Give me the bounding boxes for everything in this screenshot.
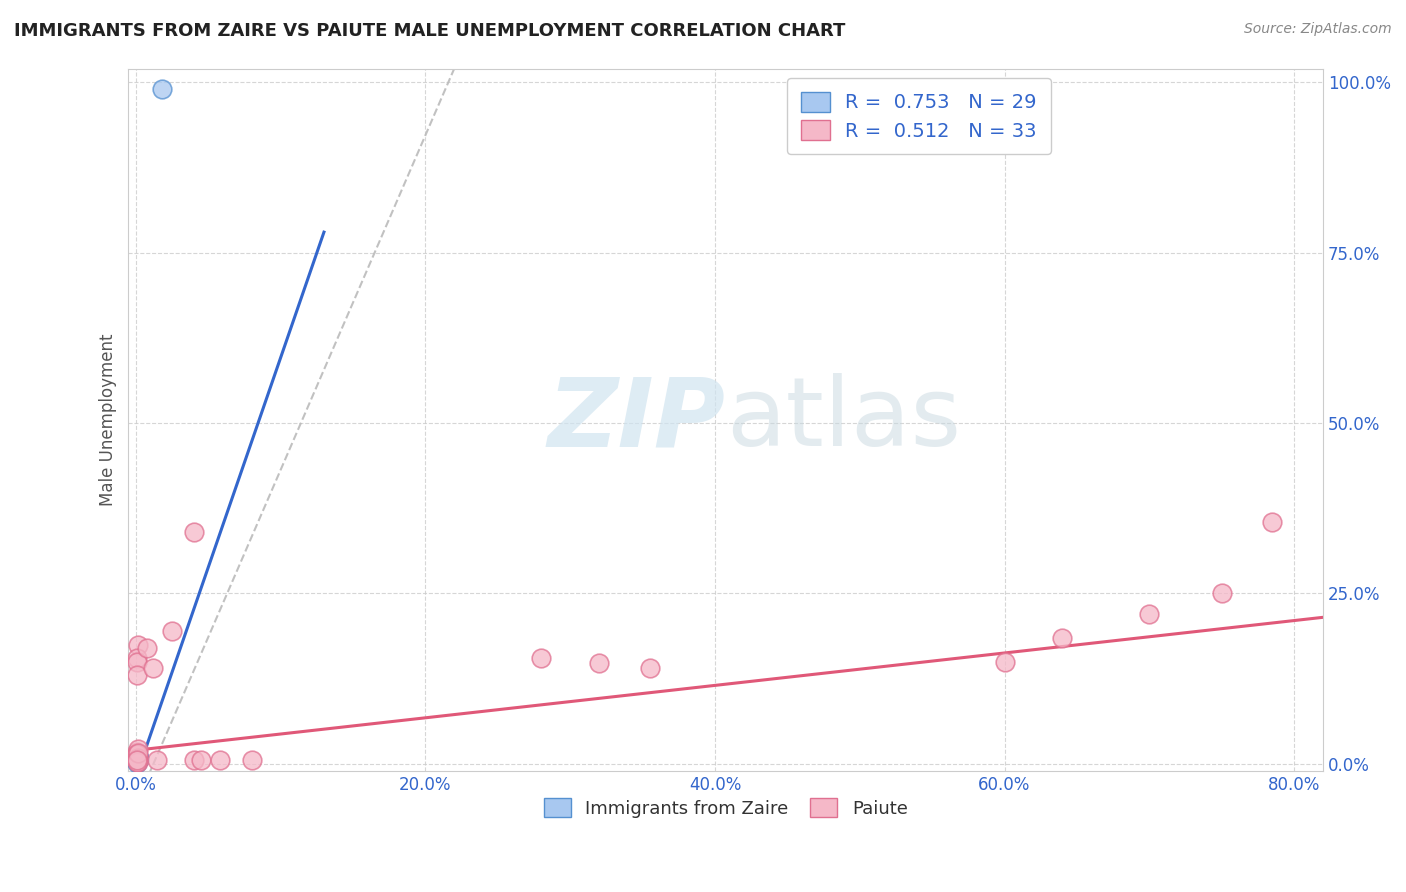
Point xyxy=(125,751,148,765)
Point xyxy=(127,754,149,768)
Point xyxy=(125,755,148,769)
Point xyxy=(127,748,149,763)
Y-axis label: Male Unemployment: Male Unemployment xyxy=(100,334,117,506)
Point xyxy=(127,746,149,760)
Point xyxy=(128,752,150,766)
Point xyxy=(530,651,553,665)
Point xyxy=(127,752,149,766)
Point xyxy=(183,525,205,540)
Point xyxy=(125,753,148,767)
Point xyxy=(127,754,149,768)
Point xyxy=(127,753,149,767)
Text: ZIP: ZIP xyxy=(548,373,725,467)
Text: Source: ZipAtlas.com: Source: ZipAtlas.com xyxy=(1244,22,1392,37)
Point xyxy=(142,661,165,675)
Point xyxy=(127,751,149,765)
Point xyxy=(127,754,149,768)
Point xyxy=(125,755,148,769)
Point xyxy=(125,754,148,768)
Point xyxy=(127,748,149,763)
Point xyxy=(1052,631,1074,645)
Point xyxy=(127,754,149,768)
Point xyxy=(127,750,149,764)
Point xyxy=(127,655,149,669)
Point xyxy=(125,751,148,765)
Point xyxy=(240,754,263,768)
Point xyxy=(127,752,149,766)
Point xyxy=(127,747,149,762)
Point xyxy=(125,754,148,768)
Point xyxy=(127,651,149,665)
Point xyxy=(127,753,149,767)
Point xyxy=(127,755,149,769)
Point xyxy=(127,754,149,768)
Text: atlas: atlas xyxy=(725,373,960,467)
Point xyxy=(127,745,149,759)
Point xyxy=(1261,515,1284,529)
Point xyxy=(588,656,610,670)
Point xyxy=(127,750,149,764)
Point xyxy=(125,755,148,769)
Legend: Immigrants from Zaire, Paiute: Immigrants from Zaire, Paiute xyxy=(537,791,915,825)
Point xyxy=(127,753,149,767)
Point xyxy=(638,661,661,675)
Point xyxy=(190,754,212,768)
Point xyxy=(136,640,159,655)
Point xyxy=(127,742,149,756)
Point xyxy=(125,668,148,682)
Point xyxy=(208,754,231,768)
Point xyxy=(125,752,148,766)
Point xyxy=(183,754,205,768)
Point xyxy=(993,655,1015,669)
Point xyxy=(127,638,149,652)
Point xyxy=(125,753,148,767)
Point xyxy=(125,756,148,770)
Point xyxy=(127,754,149,768)
Point xyxy=(125,750,148,764)
Point xyxy=(160,624,183,638)
Point xyxy=(146,754,169,768)
Point xyxy=(127,751,149,765)
Point xyxy=(127,751,149,765)
Point xyxy=(127,754,149,768)
Point xyxy=(127,750,149,764)
Point xyxy=(127,749,149,764)
Text: IMMIGRANTS FROM ZAIRE VS PAIUTE MALE UNEMPLOYMENT CORRELATION CHART: IMMIGRANTS FROM ZAIRE VS PAIUTE MALE UNE… xyxy=(14,22,845,40)
Point xyxy=(1137,607,1160,621)
Point xyxy=(150,82,173,96)
Point xyxy=(127,750,149,764)
Point xyxy=(1211,586,1233,600)
